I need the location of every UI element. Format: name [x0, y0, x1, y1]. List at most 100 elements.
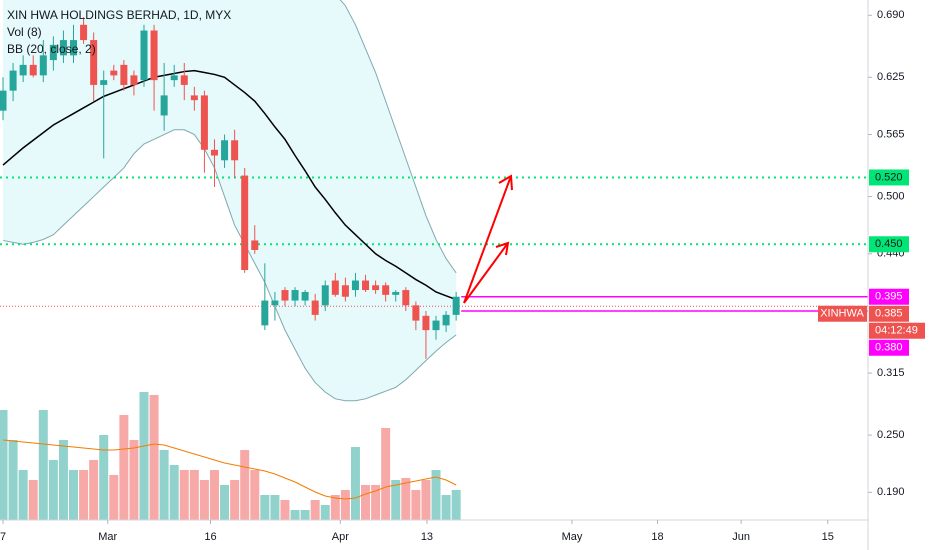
- candle-body: [150, 30, 158, 81]
- volume-bar: [270, 495, 280, 520]
- price-label: 0.395: [875, 291, 903, 303]
- volume-bar: [159, 450, 169, 520]
- volume-bar: [320, 505, 330, 520]
- chart-title: XIN HWA HOLDINGS BERHAD, 1D, MYX: [7, 8, 231, 22]
- symbol-label: XINHWA: [820, 308, 864, 320]
- candle-body: [160, 95, 168, 116]
- price-label: 0.520: [875, 171, 903, 183]
- candle-body: [261, 300, 269, 326]
- volume-bar: [411, 490, 421, 520]
- volume-bar: [330, 495, 340, 520]
- candle-body: [190, 95, 198, 101]
- x-tick-label: Jun: [732, 531, 750, 543]
- indicator-label: BB (20, close, 2): [7, 42, 96, 56]
- plot-area: [0, 0, 868, 520]
- x-tick-label: May: [562, 531, 583, 543]
- volume-bar: [179, 470, 189, 520]
- volume-bar: [310, 500, 320, 520]
- candle-body: [231, 140, 239, 161]
- candle-body: [70, 40, 78, 56]
- candle-body: [392, 291, 400, 295]
- candle-body: [412, 305, 420, 321]
- candle-body: [19, 64, 27, 76]
- candle-body: [241, 175, 249, 271]
- candle-body: [9, 70, 17, 91]
- volume-bar: [421, 480, 431, 520]
- candle-body: [432, 320, 440, 331]
- y-tick-label: 0.690: [877, 9, 905, 21]
- candle-body: [281, 290, 289, 301]
- candle-body: [321, 285, 329, 306]
- bb-band: [3, 0, 457, 401]
- candle-body: [90, 40, 98, 85]
- candle-body: [402, 290, 410, 306]
- volume-bar: [350, 447, 360, 520]
- candle-body: [170, 75, 178, 81]
- arrow-drawing: [463, 174, 513, 304]
- x-tick-label: 18: [651, 531, 663, 543]
- volume-bar: [149, 395, 159, 520]
- bb-middle: [2, 69, 457, 301]
- volume-bar: [391, 480, 401, 520]
- volume-bar: [199, 480, 209, 520]
- volume-bar: [451, 490, 461, 520]
- volume-bar: [300, 510, 310, 520]
- volume-bar: [109, 475, 119, 520]
- x-tick-label: 13: [421, 531, 433, 543]
- candle-body: [120, 64, 128, 85]
- volume-bar: [38, 410, 48, 520]
- candle-body: [110, 70, 118, 76]
- candle-body: [49, 44, 57, 61]
- price-label-box: [869, 169, 909, 186]
- candle-body: [39, 55, 47, 76]
- price-label-box: [869, 236, 909, 253]
- volume-bar: [8, 440, 18, 520]
- volume-bar: [0, 410, 8, 520]
- countdown-box: [869, 322, 925, 339]
- price-label: 0.385: [875, 308, 903, 320]
- candle-body: [351, 280, 359, 291]
- volume-bar: [58, 440, 68, 520]
- volume-bar: [230, 480, 240, 520]
- candle-body: [180, 75, 188, 85]
- candle-body: [0, 90, 7, 111]
- candle-body: [341, 285, 349, 297]
- volume-bar: [209, 470, 219, 520]
- volume-bar: [250, 470, 260, 520]
- candle-body: [301, 291, 309, 301]
- y-tick-label: 0.500: [877, 190, 905, 202]
- candle-body: [221, 140, 229, 161]
- volume-bar: [381, 428, 391, 520]
- volume-bar: [260, 495, 270, 520]
- volume-bar: [169, 465, 179, 520]
- bb-lower: [2, 129, 457, 402]
- price-label: 0.380: [875, 342, 903, 354]
- candle-body: [80, 24, 88, 41]
- candle-body: [372, 285, 380, 291]
- candle-body: [382, 285, 390, 295]
- candle-body: [291, 290, 299, 301]
- candle-body: [140, 30, 148, 81]
- candle-body: [251, 240, 259, 250]
- x-tick-label: 15: [822, 531, 834, 543]
- price-label-box: [869, 339, 909, 356]
- volume-bar: [441, 495, 451, 520]
- candle-body: [331, 280, 339, 295]
- x-tick-label: Mar: [98, 531, 117, 543]
- candle-body: [442, 314, 450, 326]
- volume-bar: [220, 485, 230, 520]
- candle-body: [200, 95, 208, 150]
- price-label-box: [869, 305, 909, 322]
- volume-bar: [119, 415, 129, 520]
- volume-ma: [2, 439, 457, 500]
- candle-body: [271, 300, 279, 306]
- candle-body: [210, 149, 218, 156]
- volume-bar: [431, 470, 441, 520]
- indicator-label: Vol (8): [7, 25, 42, 39]
- candle-body: [422, 315, 430, 331]
- countdown: 04:12:49: [875, 325, 918, 337]
- y-tick-label: 0.440: [877, 248, 905, 260]
- volume-bar: [79, 470, 89, 520]
- volume-bar: [340, 490, 350, 520]
- volume-bar: [371, 485, 381, 520]
